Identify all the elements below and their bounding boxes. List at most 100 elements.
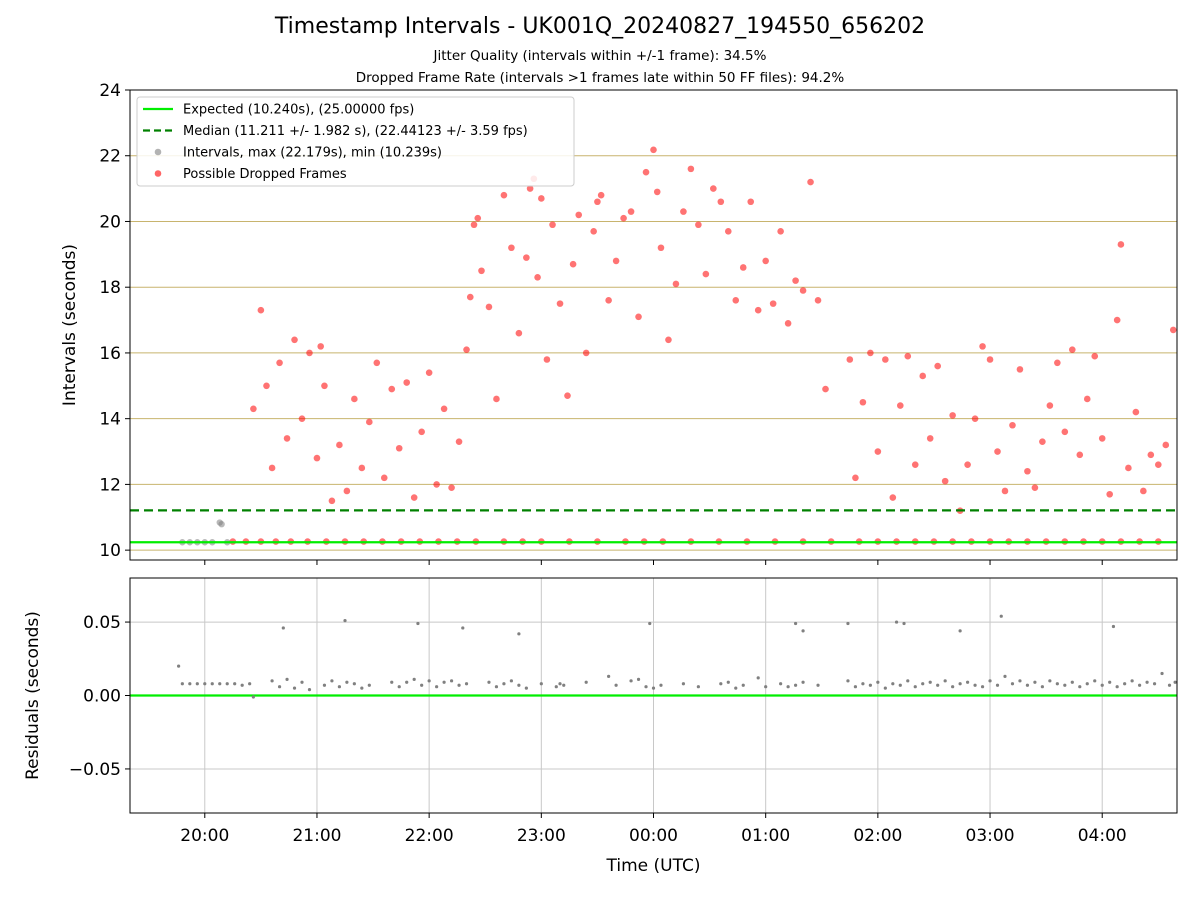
residual-point xyxy=(270,679,274,683)
residual-point xyxy=(607,674,611,679)
dropped-frame-point xyxy=(523,254,530,261)
y-tick-label: 24 xyxy=(99,81,121,101)
residual-point xyxy=(188,682,192,686)
residual-point xyxy=(233,682,237,686)
dropped-frame-point xyxy=(395,444,403,452)
residual-point xyxy=(1173,680,1177,684)
dropped-frame-point xyxy=(792,277,799,284)
residual-point xyxy=(405,680,409,684)
residual-point xyxy=(936,683,940,687)
dropped-frame-point xyxy=(1083,395,1091,403)
dropped-frame-point xyxy=(739,264,747,271)
y-tick-label: 22 xyxy=(99,147,121,167)
dropped-frame-point xyxy=(635,313,642,321)
dropped-frame-point xyxy=(762,257,769,265)
x-tick-label: 20:00 xyxy=(180,826,229,846)
dropped-frame-point xyxy=(653,188,661,196)
dropped-frame-point xyxy=(687,165,695,173)
residual-point xyxy=(1025,683,1030,687)
residual-point xyxy=(966,680,970,684)
dropped-frame-point xyxy=(418,428,425,436)
dropped-frame-point xyxy=(283,435,291,442)
dropped-frame-point xyxy=(784,320,792,327)
dropped-frame-point xyxy=(971,415,979,422)
dropped-frame-point xyxy=(814,297,822,304)
residual-point xyxy=(539,682,543,686)
residual-point xyxy=(779,682,783,686)
residual-point xyxy=(1078,685,1082,689)
dropped-frame-point xyxy=(569,260,577,268)
y-tick-label: 10 xyxy=(99,541,121,561)
residual-point xyxy=(906,679,910,683)
x-tick-label: 04:00 xyxy=(1078,826,1127,846)
x-tick-label: 22:00 xyxy=(405,826,454,846)
dropped-frame-point xyxy=(919,372,927,380)
residual-point xyxy=(210,682,214,686)
legend-box xyxy=(136,96,575,187)
residual-point xyxy=(218,682,222,686)
residual-point xyxy=(435,685,439,689)
dropped-frame-point xyxy=(455,438,463,445)
y-tick-label: 14 xyxy=(99,410,121,430)
residual-point xyxy=(195,682,199,686)
dropped-frame-point xyxy=(926,435,934,442)
dropped-frame-point xyxy=(582,349,590,357)
dropped-frame-point xyxy=(852,474,859,482)
dropped-frame-point xyxy=(328,497,336,505)
dropped-frame-point xyxy=(1162,441,1170,449)
legend-entry: Intervals, max (22.179s), min (10.239s) xyxy=(183,146,442,161)
residual-point xyxy=(681,682,686,686)
residual-point xyxy=(352,682,356,686)
dropped-frame-point xyxy=(777,228,784,235)
dropped-frame-point xyxy=(556,300,564,307)
residual-point xyxy=(487,680,491,684)
residual-point xyxy=(397,685,401,689)
residual-point xyxy=(861,682,865,686)
residual-point xyxy=(734,686,738,690)
dropped-frame-point xyxy=(605,297,612,304)
y-axis-label-residuals: Residuals (seconds) xyxy=(23,611,43,780)
residual-point xyxy=(980,685,985,689)
residual-point xyxy=(1085,682,1089,686)
dropped-frame-point xyxy=(642,168,650,176)
dropped-frame-point xyxy=(1132,408,1140,416)
residual-point xyxy=(764,685,768,689)
residual-point xyxy=(696,685,700,689)
dropped-frame-point xyxy=(298,415,306,422)
dropped-frame-point xyxy=(410,494,418,501)
residual-point xyxy=(1138,683,1142,687)
residual-point xyxy=(330,679,334,683)
residual-point xyxy=(524,686,528,690)
residual-point xyxy=(958,629,962,633)
residual-point xyxy=(461,626,465,630)
residual-point xyxy=(464,682,469,686)
dropped-frame-point xyxy=(1117,241,1125,248)
dropped-frame-point xyxy=(515,329,523,337)
dropped-frame-point xyxy=(313,454,321,462)
dropped-frame-point xyxy=(470,221,478,229)
dropped-frame-point xyxy=(549,221,556,229)
residual-point xyxy=(988,679,992,683)
residual-point xyxy=(1130,679,1134,683)
x-tick-label: 03:00 xyxy=(966,826,1015,846)
x-tick-label: 01:00 xyxy=(741,826,790,846)
residual-point xyxy=(416,621,420,626)
dropped-frame-point xyxy=(612,257,620,265)
chart-subtitle-jitter: Jitter Quality (intervals within +/-1 fr… xyxy=(433,48,767,64)
residual-point xyxy=(225,682,229,686)
dropped-frame-point xyxy=(889,494,897,501)
residual-point xyxy=(412,677,416,681)
dropped-frame-point xyxy=(463,346,470,353)
residual-point xyxy=(240,683,244,687)
residual-point xyxy=(562,683,566,687)
residual-point xyxy=(343,618,347,623)
dropped-frame-point xyxy=(702,270,710,278)
residual-point xyxy=(636,677,641,681)
residual-point xyxy=(793,621,798,626)
residual-point xyxy=(285,677,289,681)
residual-point xyxy=(1010,682,1015,686)
residual-point xyxy=(584,680,588,684)
residual-point xyxy=(1152,682,1157,686)
residual-point xyxy=(1040,685,1044,689)
